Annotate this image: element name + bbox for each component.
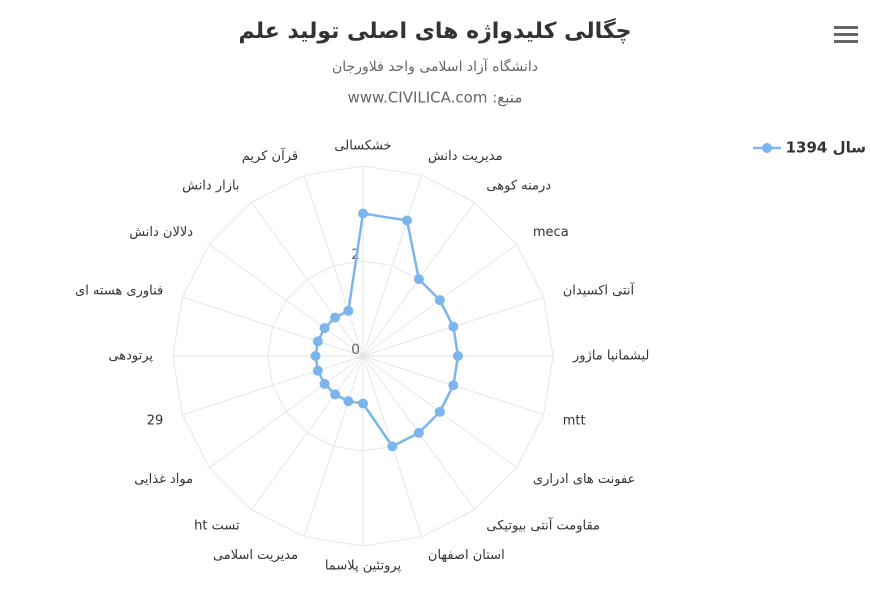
spoke [250, 355, 364, 511]
spoke [182, 296, 364, 357]
data-point [312, 365, 323, 376]
category-label: پروتئین پلاسما [325, 559, 402, 574]
menu-button[interactable] [834, 26, 858, 43]
category-label: آنتی اکسیدان [563, 282, 636, 299]
spoke [182, 355, 364, 416]
category-label: استان اصفهان [428, 548, 505, 563]
category-label: مقاومت آنتی بیوتیکی [486, 516, 600, 533]
category-label: پرتودهی [108, 349, 153, 364]
menu-bar[interactable] [834, 26, 858, 29]
data-point [312, 336, 323, 347]
legend-marker [762, 143, 772, 153]
category-label: قرآن کریم [242, 147, 298, 164]
chart-title: چگالی کلیدواژه های اصلی تولید علم [238, 17, 631, 44]
category-label: خشکسالی [334, 139, 391, 154]
data-point [343, 396, 354, 407]
spoke [362, 175, 423, 357]
category-label: meca [533, 225, 569, 240]
data-point [358, 208, 368, 219]
category-label: بازار دانش [182, 179, 239, 194]
category-label: لیشمانیا ماژور [572, 349, 649, 364]
category-label: مدیریت دانش [428, 149, 503, 164]
menu-bar[interactable] [834, 33, 858, 36]
data-point [310, 351, 321, 361]
data-point [387, 441, 398, 452]
data-point [434, 295, 445, 306]
data-point [448, 380, 459, 391]
category-label: مدیریت اسلامی [213, 548, 298, 563]
menu-bar[interactable] [834, 40, 858, 43]
spoke [208, 243, 364, 357]
y-tick-label: 0 [351, 342, 360, 358]
category-label: 29 [147, 413, 164, 428]
data-point [330, 389, 341, 400]
spoke [208, 355, 364, 469]
data-point [413, 427, 424, 438]
data-point [402, 215, 413, 226]
spoke [250, 201, 364, 357]
data-point [413, 274, 424, 285]
data-point [343, 305, 354, 316]
data-point [319, 378, 330, 389]
category-label: مواد غذایی [134, 472, 193, 487]
spoke [303, 355, 364, 537]
data-point [434, 406, 445, 417]
category-label: عفونت های ادراری [533, 472, 635, 487]
data-point [358, 398, 368, 409]
category-label: mtt [563, 413, 586, 428]
category-label: فناوری هسته ای [75, 284, 163, 299]
spoke [303, 175, 364, 357]
data-point [448, 321, 459, 332]
data-point [319, 323, 330, 334]
category-label: دلالان دانش [129, 225, 193, 240]
category-label: درمنه کوهی [486, 179, 551, 194]
data-point [453, 351, 463, 361]
chart-subtitle: دانشگاه آزاد اسلامی واحد فلاورجان [332, 58, 538, 75]
data-point [330, 312, 341, 323]
chart-source: منبع: www.CIVILICA.com [348, 89, 523, 107]
category-label: ht تست [194, 518, 240, 533]
legend-label: سال 1394 [786, 139, 866, 157]
